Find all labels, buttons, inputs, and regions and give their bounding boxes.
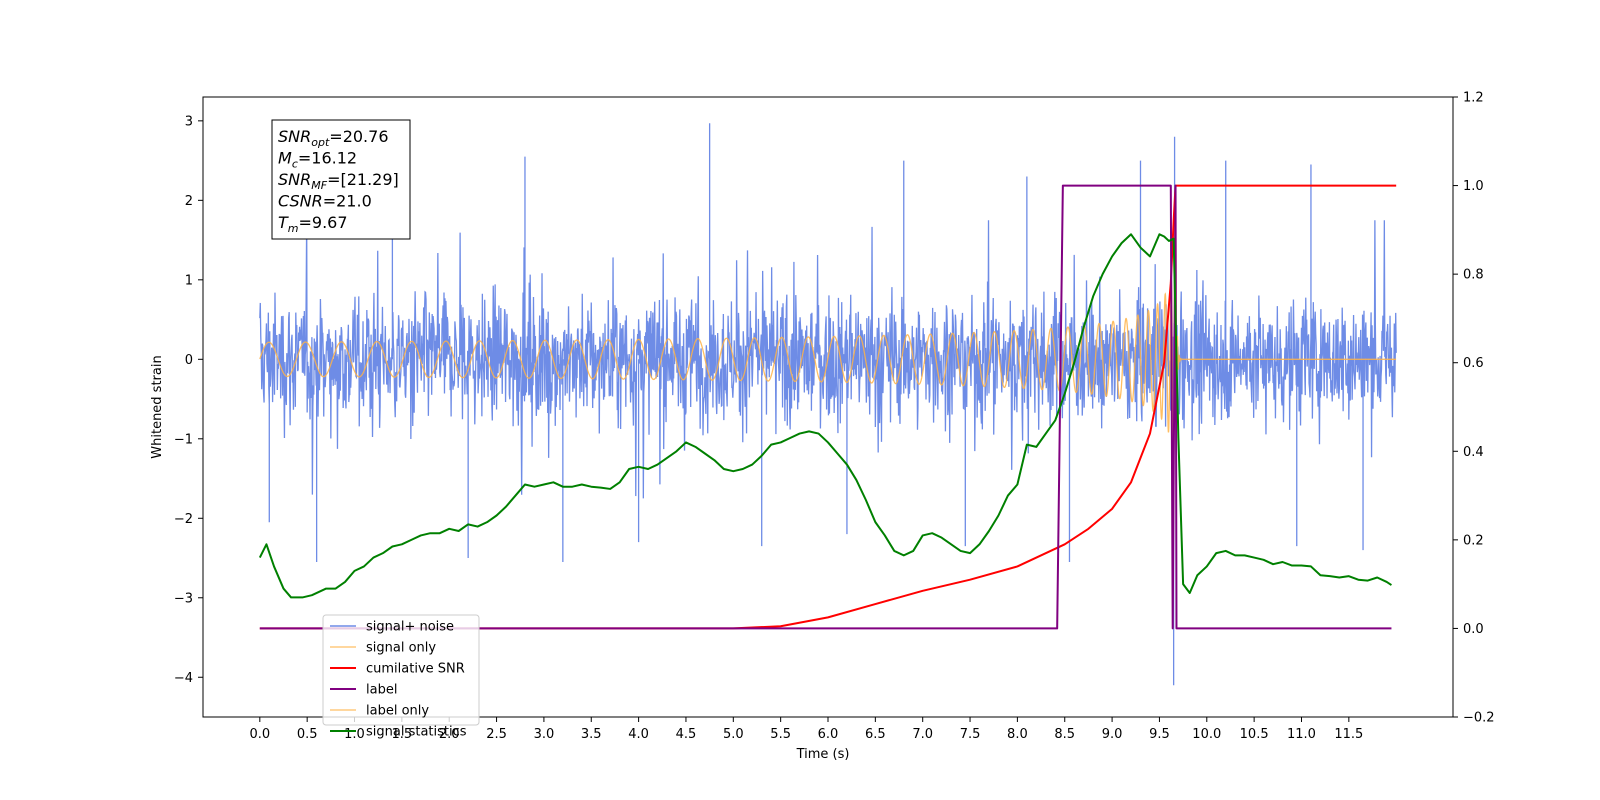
x-tick-label: 8.5 [1054,727,1075,742]
x-tick-label: 9.0 [1102,727,1123,742]
x-tick-label: 0.5 [297,727,318,742]
series-signal-only [259,206,1397,464]
x-tick-label: 7.0 [912,727,933,742]
annotation-subscript: opt [311,136,330,149]
x-tick-label: 11.5 [1334,727,1363,742]
y2-tick-label: 1.2 [1463,91,1484,106]
annotation-box: SNRopt=20.76Mc=16.12SNRMF=[21.29]CSNR=21… [271,119,411,240]
x-tick-label: 9.5 [1149,727,1170,742]
y2-tick-label: 1.0 [1463,179,1484,194]
annotation-line: Tm=9.67 [278,213,348,235]
x-tick-label: 10.5 [1240,727,1269,742]
y-tick-label: −4 [174,671,193,686]
legend-label: signal statistics [366,725,467,740]
annotation-value: =[21.29] [327,170,399,189]
x-tick-label: 1.0 [344,727,365,742]
annotation-value: =20.76 [329,127,388,146]
x-tick-label: 5.0 [723,727,744,742]
legend-label: label [366,683,397,698]
y-tick-label: 0 [185,353,193,368]
annotation-symbol: T [278,213,289,232]
annotation-value: =21.0 [323,192,372,211]
x-tick-label: 10.0 [1192,727,1221,742]
y-axis-left: 3 2 1 0 −1 −2 −3 −4 [174,114,203,686]
x-axis-label: Time (s) [796,747,850,762]
annotation-value: =9.67 [299,213,348,232]
legend-label: cumilative SNR [366,662,465,677]
annotation-symbol: CSNR [278,192,323,211]
y-tick-label: −1 [174,432,193,447]
annotation-subscript: m [288,222,299,235]
legend-label: label only [366,704,429,719]
y-axis-label: Whitened strain [150,355,165,458]
annotation-line: CSNR=21.0 [278,192,372,211]
x-tick-label: 3.0 [534,727,555,742]
y2-tick-label: 0.4 [1463,445,1484,460]
series-label [259,184,1392,630]
y2-tick-label: 0.6 [1463,356,1484,371]
y-tick-label: 3 [185,114,193,129]
series-layer [258,123,1397,686]
annotation-value: =16.12 [298,149,357,168]
annotation-symbol: SNR [278,170,311,189]
annotation-subscript: MF [311,179,327,192]
annotation-symbol: M [278,149,292,168]
x-tick-label: 0.0 [249,727,270,742]
annotation-line: Mc=16.12 [278,149,357,171]
x-tick-label: 2.0 [439,727,460,742]
annotation-symbol: SNR [278,127,311,146]
y-tick-label: 1 [185,273,193,288]
x-tick-label: 3.5 [581,727,602,742]
y-tick-label: 2 [185,194,193,209]
x-tick-label: 2.5 [486,727,507,742]
x-tick-label: 6.5 [865,727,886,742]
y2-tick-label: 0.2 [1463,533,1484,548]
y-tick-label: −3 [174,591,193,606]
x-tick-label: 8.0 [1007,727,1028,742]
y2-tick-label: 0.8 [1463,268,1484,283]
x-tick-label: 7.5 [960,727,981,742]
x-tick-label: 6.0 [818,727,839,742]
legend-label: signal+ noise [366,620,454,635]
x-axis: 0.0 0.5 1.0 1.5 2.0 2.5 3.0 3.5 4.0 4.5 5.0 5.5 6.0 6… [249,717,1363,742]
annotation-line: SNRopt=20.76 [278,127,389,149]
x-tick-label: 1.5 [392,727,413,742]
x-tick-label: 4.0 [628,727,649,742]
y2-tick-label: −0.2 [1463,711,1495,726]
annotation-subscript: c [292,158,298,171]
legend: signal+ noise signal only cumilative SNR la… [322,614,480,740]
annotation-line: SNRMF=[21.29] [278,170,399,192]
legend-label: signal only [366,641,436,656]
y-axis-right: 1.2 1.0 0.8 0.6 0.4 0.2 0.0 −0.2 [1453,91,1495,726]
x-tick-label: 4.5 [676,727,697,742]
x-tick-label: 5.5 [770,727,791,742]
x-tick-label: 11.0 [1287,727,1316,742]
series-signal-statistics [258,233,1392,599]
y-tick-label: −2 [174,512,193,527]
y2-tick-label: 0.0 [1463,622,1484,637]
